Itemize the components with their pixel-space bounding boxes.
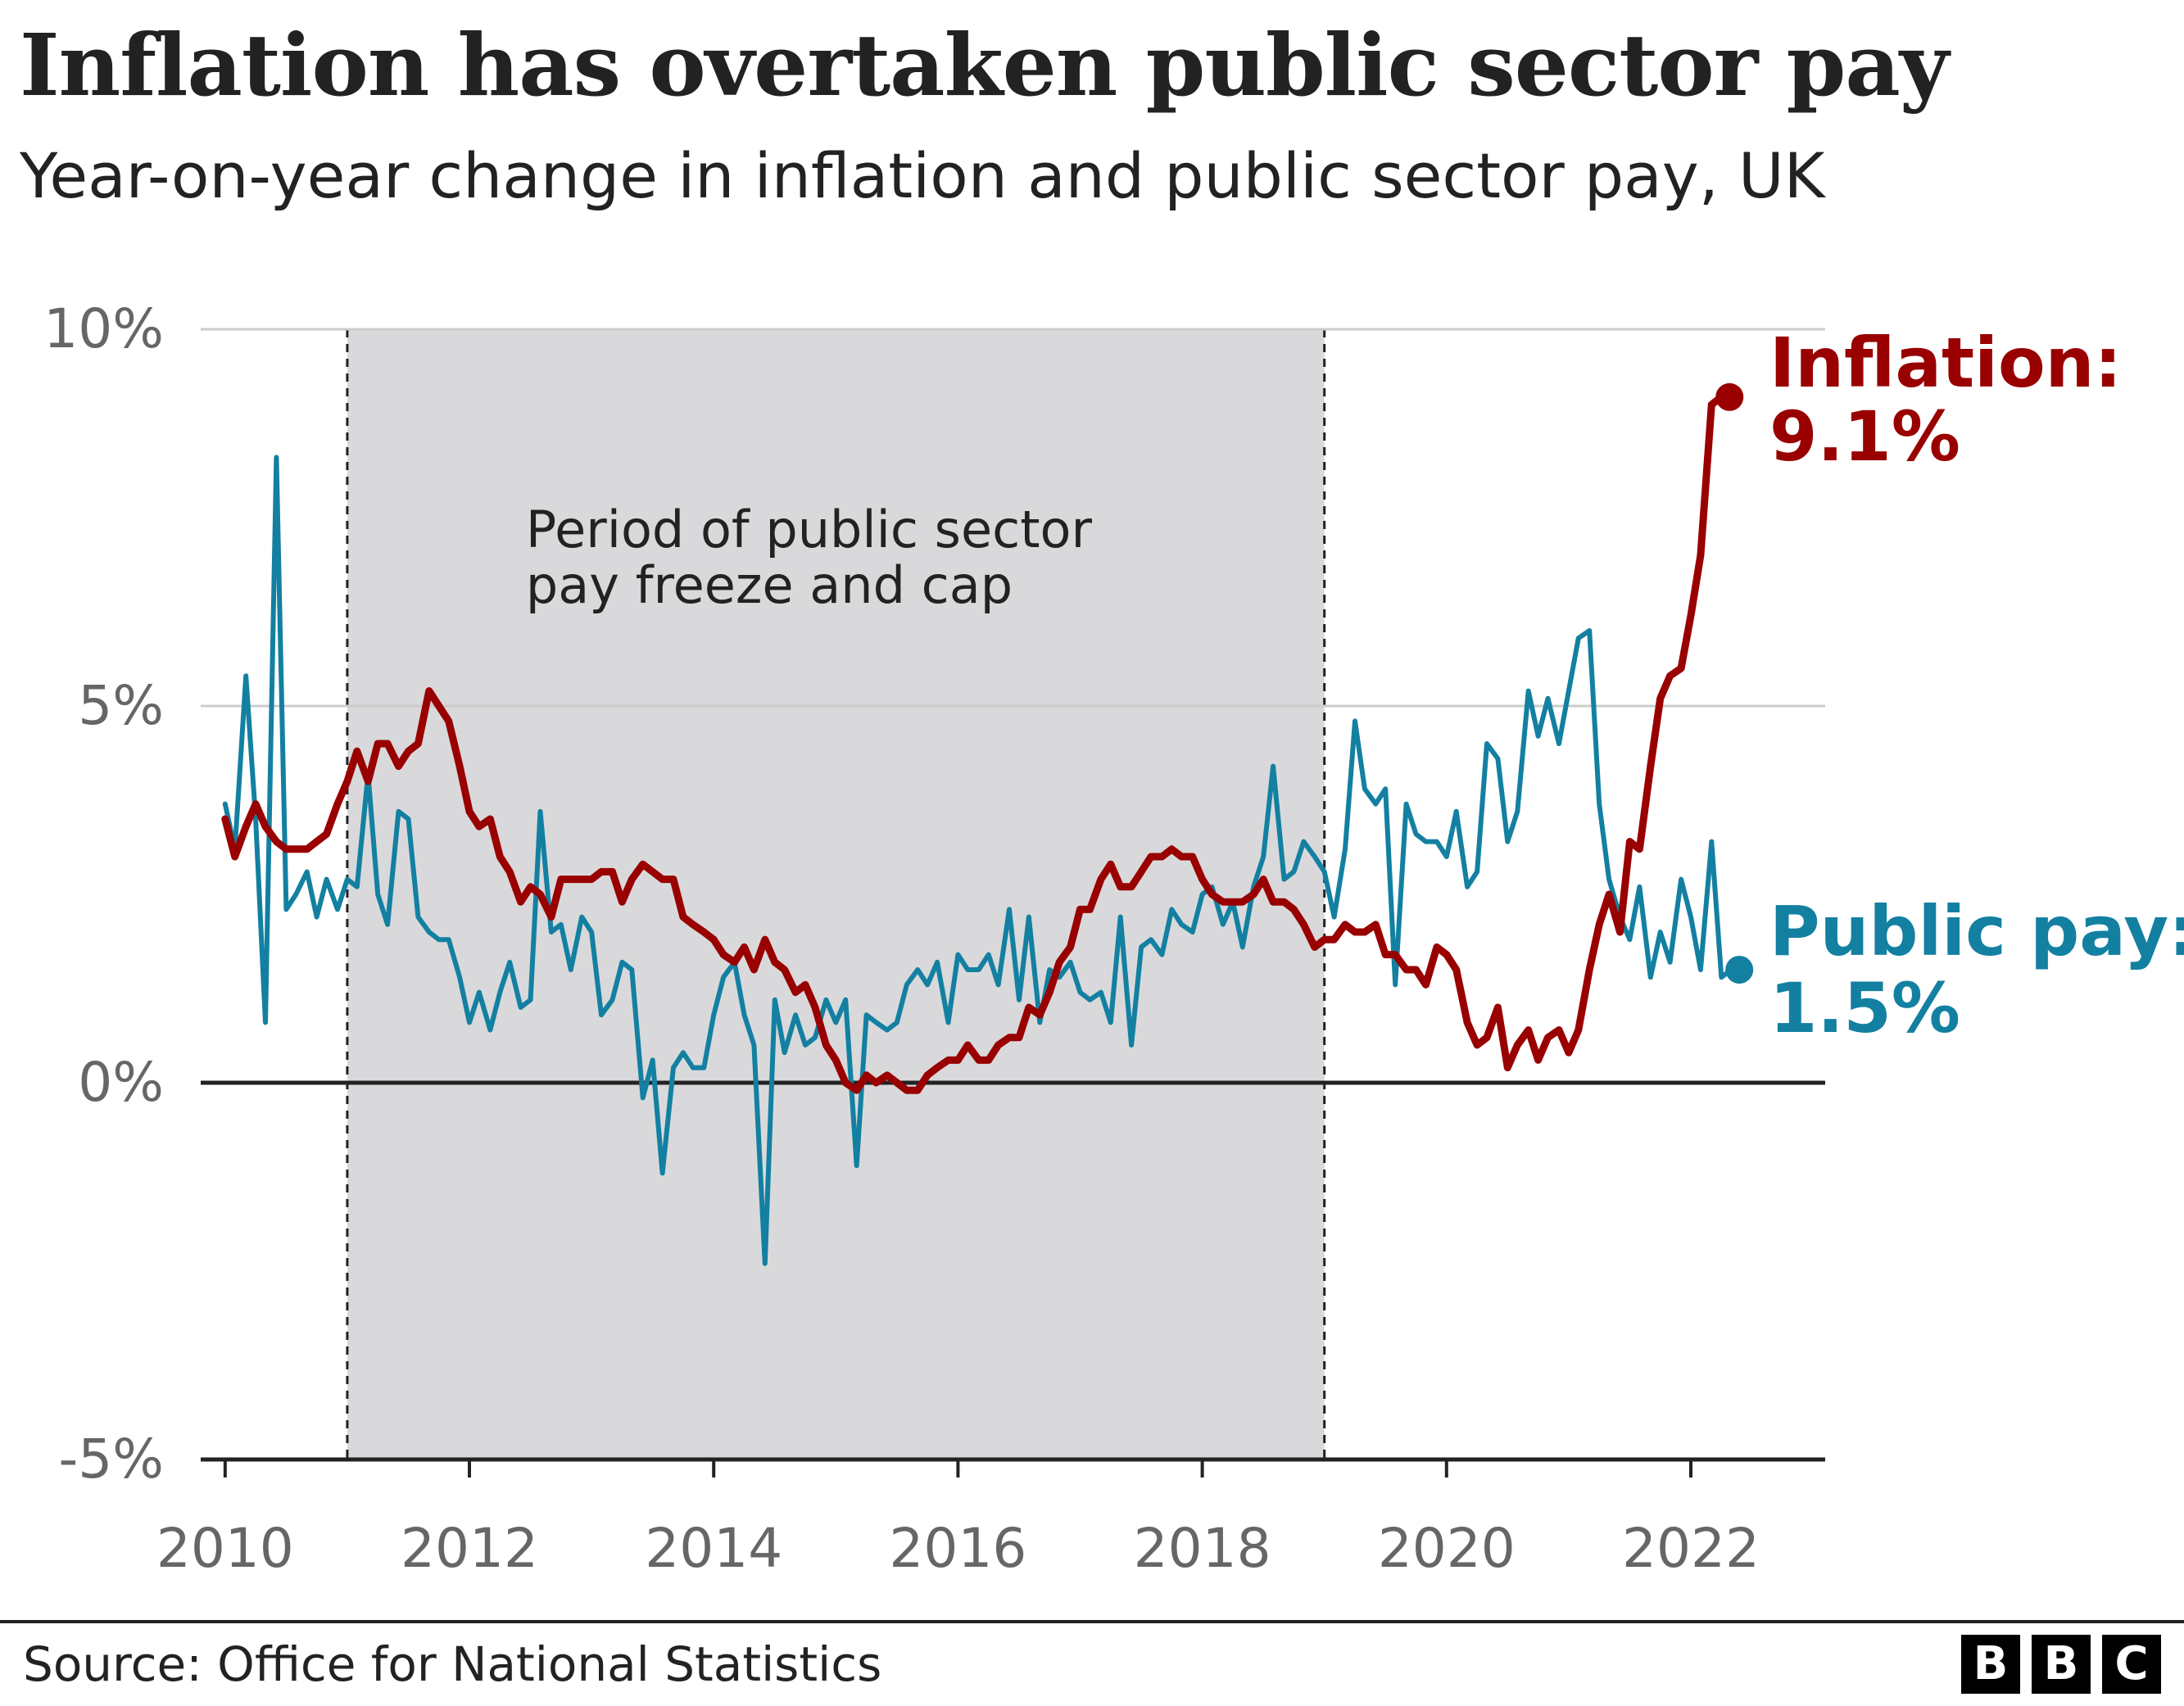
- chart-subtitle: Year-on-year change in inflation and pub…: [20, 139, 1825, 212]
- x-tick-label-2: 2014: [645, 1517, 782, 1580]
- shaded-period-label-line-1: Period of public sector: [526, 500, 1093, 559]
- public-pay-value-label: 1.5%: [1769, 968, 1960, 1048]
- x-tick-label-6: 2022: [1622, 1517, 1760, 1580]
- y-tick-label-0: -5%: [58, 1428, 164, 1491]
- bbc-logo-b1: B: [1961, 1635, 2020, 1694]
- y-tick-label-1: 0%: [78, 1051, 164, 1114]
- y-tick-label-2: 5%: [78, 674, 164, 737]
- x-tick-label-1: 2012: [401, 1517, 538, 1580]
- x-tick-label-4: 2018: [1134, 1517, 1271, 1580]
- bbc-logo-b2: B: [2032, 1635, 2091, 1694]
- footer-divider: [0, 1620, 2184, 1623]
- public-pay-end-point: [1725, 956, 1754, 984]
- x-tick-label-5: 2020: [1378, 1517, 1516, 1580]
- y-tick-label-3: 10%: [43, 297, 164, 360]
- inflation-line: [221, 393, 1725, 1094]
- chart-title: Inflation has overtaken public sector pa…: [20, 15, 1949, 115]
- x-tick-label-0: 2010: [156, 1517, 294, 1580]
- public-pay-line: [222, 455, 1734, 1266]
- source-note: Source: Office for National Statistics: [23, 1636, 882, 1692]
- shaded-period: [347, 329, 1325, 1459]
- bbc-logo-c: C: [2102, 1635, 2161, 1694]
- inflation-label: Inflation:: [1769, 323, 2122, 403]
- inflation-end-point: [1715, 382, 1744, 411]
- x-tick-label-3: 2016: [889, 1517, 1026, 1580]
- public-pay-label: Public pay:: [1769, 891, 2184, 971]
- shaded-period-label-line-2: pay freeze and cap: [526, 555, 1013, 615]
- inflation-value-label: 9.1%: [1769, 396, 1960, 477]
